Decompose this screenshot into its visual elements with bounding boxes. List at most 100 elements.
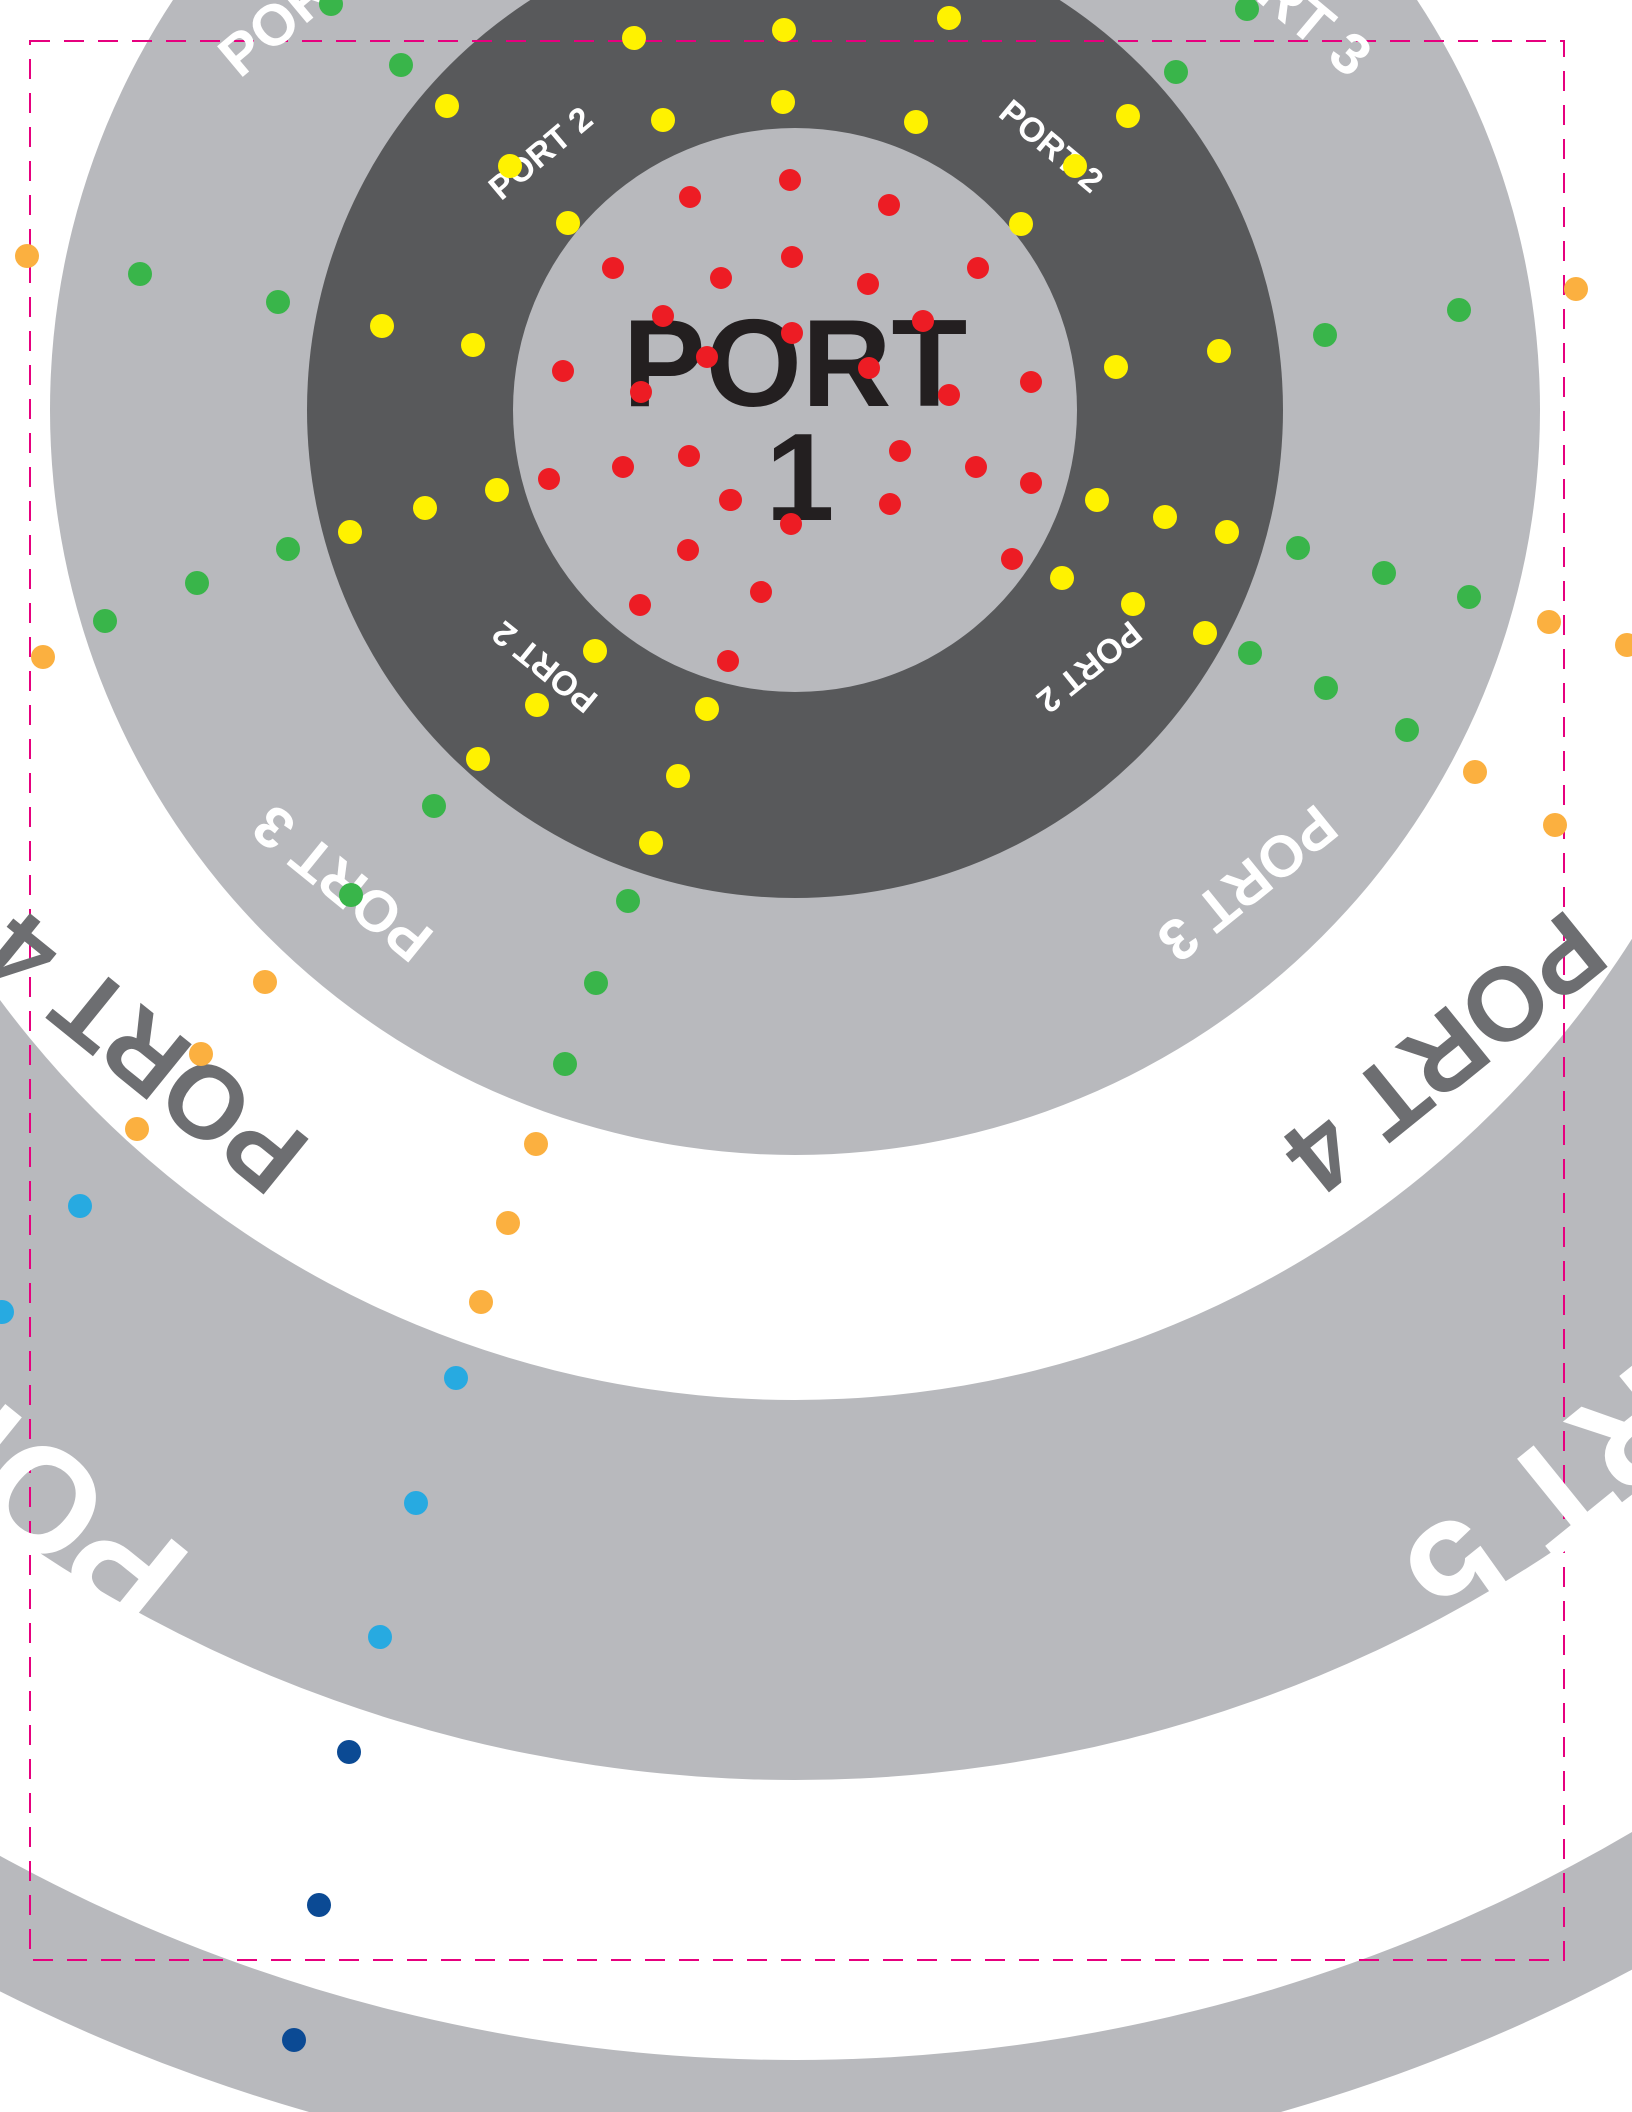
port4-dot bbox=[15, 244, 39, 268]
port3-dot bbox=[553, 1052, 577, 1076]
port2-dot bbox=[639, 831, 663, 855]
port3-dot bbox=[389, 53, 413, 77]
port2-dot bbox=[435, 94, 459, 118]
port5-dot bbox=[368, 1625, 392, 1649]
port1-dot bbox=[750, 581, 772, 603]
port2-dot bbox=[485, 478, 509, 502]
port1-dot bbox=[1020, 371, 1042, 393]
port2-dot bbox=[1009, 212, 1033, 236]
port3-dot bbox=[1457, 585, 1481, 609]
port1-dot bbox=[630, 381, 652, 403]
port1-dot bbox=[612, 456, 634, 478]
port2-dot bbox=[1116, 104, 1140, 128]
port3-dot bbox=[1235, 0, 1259, 21]
port3-dot bbox=[339, 883, 363, 907]
port3-dot bbox=[584, 971, 608, 995]
ring-port1 bbox=[513, 128, 1077, 692]
port3-dot bbox=[319, 0, 343, 16]
port2-dot bbox=[338, 520, 362, 544]
port2-dot bbox=[498, 154, 522, 178]
port1-dot bbox=[552, 360, 574, 382]
port3-dot bbox=[1395, 718, 1419, 742]
port2-dot bbox=[1085, 488, 1109, 512]
port1-dot bbox=[602, 257, 624, 279]
port2-dot bbox=[772, 18, 796, 42]
port1-dot bbox=[780, 513, 802, 535]
port4-dot bbox=[1463, 760, 1487, 784]
port3-dot bbox=[276, 537, 300, 561]
port2-dot bbox=[622, 26, 646, 50]
port6-dot bbox=[282, 2028, 306, 2052]
port6-dot bbox=[337, 1740, 361, 1764]
port4-dot bbox=[31, 645, 55, 669]
port5-dot bbox=[444, 1366, 468, 1390]
port1-dot bbox=[912, 310, 934, 332]
port3-dot bbox=[1314, 676, 1338, 700]
port3-dot bbox=[616, 889, 640, 913]
port4-dot bbox=[469, 1290, 493, 1314]
port1-dot bbox=[629, 594, 651, 616]
port2-dot bbox=[556, 211, 580, 235]
port3-dot bbox=[1286, 536, 1310, 560]
port2-dot bbox=[1063, 154, 1087, 178]
port2-dot bbox=[1121, 592, 1145, 616]
port4-dot bbox=[524, 1132, 548, 1156]
port2-dot bbox=[695, 697, 719, 721]
trim-line bbox=[29, 40, 1565, 1961]
port4-dot bbox=[253, 970, 277, 994]
port1-dot bbox=[779, 169, 801, 191]
port1-dot bbox=[938, 384, 960, 406]
port2-dot bbox=[666, 764, 690, 788]
port3-dot bbox=[128, 262, 152, 286]
port2-dot bbox=[937, 6, 961, 30]
port2-dot bbox=[370, 314, 394, 338]
port1-dot bbox=[781, 322, 803, 344]
port1-dot bbox=[696, 346, 718, 368]
port5-dot bbox=[68, 1194, 92, 1218]
port2-dot bbox=[1207, 339, 1231, 363]
port2-dot bbox=[525, 693, 549, 717]
port2-dot bbox=[413, 496, 437, 520]
port3-dot bbox=[185, 571, 209, 595]
port5-dot bbox=[0, 1300, 14, 1324]
dots bbox=[0, 0, 1632, 2052]
port1-dot bbox=[679, 186, 701, 208]
port1-dot bbox=[710, 267, 732, 289]
port1-dot bbox=[677, 539, 699, 561]
port6-dot bbox=[307, 1893, 331, 1917]
port1-dot bbox=[538, 468, 560, 490]
port3-dot bbox=[1372, 561, 1396, 585]
port1-dot bbox=[878, 194, 900, 216]
port1-dot bbox=[879, 493, 901, 515]
port2-dot bbox=[1215, 520, 1239, 544]
port4-dot bbox=[1543, 813, 1567, 837]
port3-dot bbox=[1164, 60, 1188, 84]
port4-dot bbox=[1615, 633, 1632, 657]
port2-dot bbox=[1104, 355, 1128, 379]
port1-dot bbox=[1020, 472, 1042, 494]
port3-dot bbox=[93, 609, 117, 633]
port1-dot bbox=[781, 246, 803, 268]
port1-dot bbox=[719, 489, 741, 511]
port2-dot bbox=[1193, 621, 1217, 645]
port2-dot bbox=[466, 747, 490, 771]
port1-dot bbox=[1001, 548, 1023, 570]
port2-dot bbox=[461, 333, 485, 357]
port2-dot bbox=[1153, 505, 1177, 529]
port2-dot bbox=[583, 639, 607, 663]
port5-dot bbox=[404, 1491, 428, 1515]
port2-dot bbox=[1050, 566, 1074, 590]
port4-dot bbox=[1537, 610, 1561, 634]
port4-dot bbox=[125, 1117, 149, 1141]
port4-dot bbox=[189, 1042, 213, 1066]
port3-dot bbox=[1447, 298, 1471, 322]
port3-dot bbox=[1238, 641, 1262, 665]
port1-dot bbox=[652, 305, 674, 327]
port1-dot bbox=[857, 273, 879, 295]
port3-dot bbox=[1313, 323, 1337, 347]
port3-dot bbox=[266, 290, 290, 314]
port4-dot bbox=[1564, 277, 1588, 301]
port1-dot bbox=[889, 440, 911, 462]
port2-dot bbox=[771, 90, 795, 114]
